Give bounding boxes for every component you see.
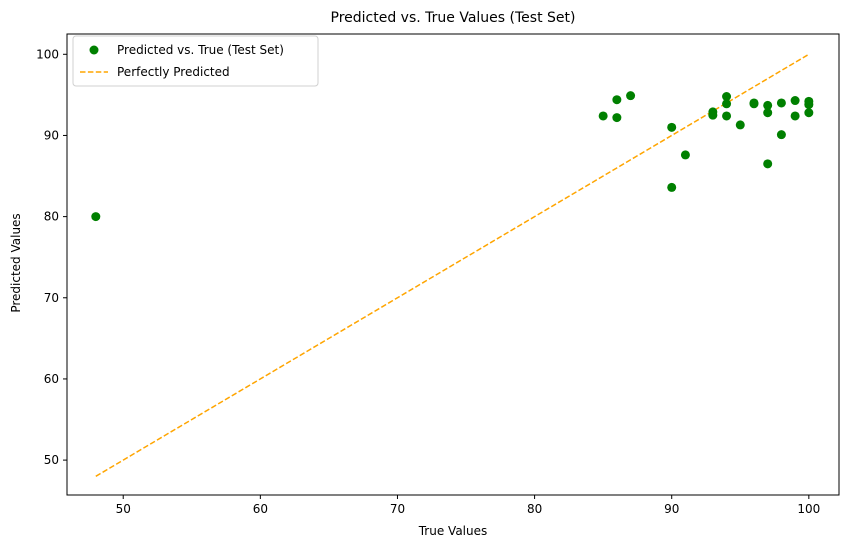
y-axis: 50 60 70 80 90 100: [36, 47, 67, 467]
scatter-point: [598, 111, 608, 121]
plot-frame: [66, 33, 840, 496]
scatter-point: [790, 96, 800, 106]
legend-box: [72, 35, 319, 87]
scatter-point: [763, 108, 773, 118]
legend-label-scatter: Predicted vs. True (Test Set): [117, 43, 284, 57]
legend: Predicted vs. True (Test Set) Perfectly …: [72, 35, 319, 87]
x-axis: 50 60 70 80 90 100: [116, 495, 820, 516]
y-axis-title: Predicted Values: [9, 213, 23, 312]
x-tick-label: 70: [390, 502, 405, 516]
scatter-point: [722, 111, 732, 121]
chart-title: Predicted vs. True Values (Test Set): [331, 10, 576, 26]
scatter-point: [749, 99, 759, 109]
scatter-point: [722, 91, 732, 101]
x-tick-label: 100: [797, 502, 820, 516]
reference-line-layer: [95, 53, 810, 477]
x-tick-label: 90: [664, 502, 679, 516]
scatter-point: [680, 150, 690, 160]
legend-scatter-marker: [89, 45, 99, 55]
scatter-point: [708, 110, 718, 120]
scatter-point: [776, 98, 786, 108]
scatter-point: [667, 182, 677, 192]
scatter-point: [763, 159, 773, 169]
y-tick-label: 100: [36, 47, 59, 61]
y-tick-label: 90: [44, 128, 59, 142]
scatter-layer: [91, 91, 814, 222]
scatter-point: [667, 122, 677, 132]
scatter-point: [612, 113, 622, 123]
legend-label-line: Perfectly Predicted: [117, 65, 230, 79]
y-tick-label: 50: [44, 453, 59, 467]
y-tick-label: 80: [44, 210, 59, 224]
scatter-point: [735, 120, 745, 130]
scatter-point: [790, 111, 800, 121]
plot-area: [66, 33, 840, 496]
scatter-point: [804, 108, 814, 118]
scatter-point: [763, 100, 773, 110]
x-tick-label: 50: [116, 502, 131, 516]
x-tick-label: 80: [527, 502, 542, 516]
scatter-point: [776, 130, 786, 140]
scatter-point: [91, 212, 101, 222]
scatter-point: [612, 95, 622, 105]
perfect-prediction-line: [95, 53, 810, 477]
y-tick-label: 70: [44, 291, 59, 305]
scatter-point: [626, 91, 636, 101]
scatter-point: [722, 99, 732, 109]
x-tick-label: 60: [253, 502, 268, 516]
x-axis-title: True Values: [418, 524, 488, 538]
scatter-point: [804, 100, 814, 110]
y-tick-label: 60: [44, 372, 59, 386]
